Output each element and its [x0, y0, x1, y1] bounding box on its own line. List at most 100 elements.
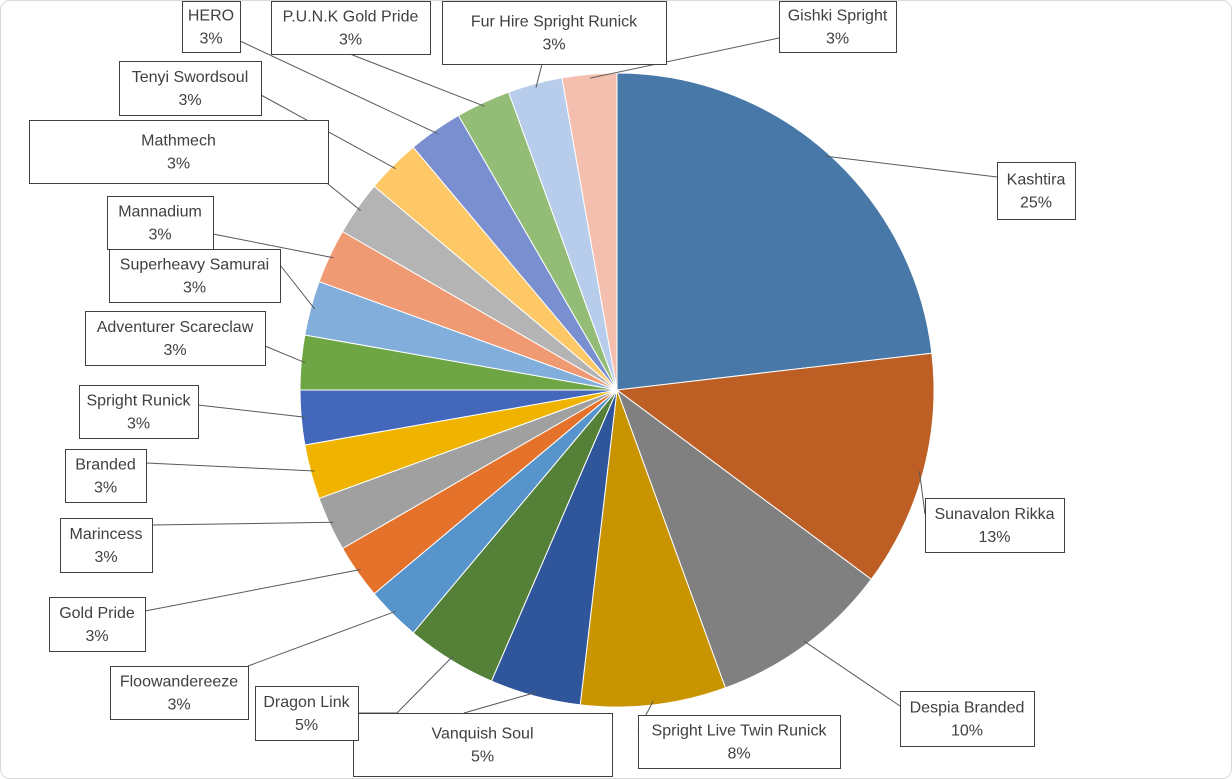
data-label-category: Spright Live Twin Runick	[652, 723, 828, 740]
data-label-percent: 3%	[542, 37, 565, 54]
leader-line-spright-runick	[197, 404, 306, 418]
data-label-category: Fur Hire Spright Runick	[471, 14, 638, 31]
data-label-percent: 3%	[826, 31, 849, 48]
data-label-superheavy-samurai: Superheavy Samurai 3%	[109, 249, 281, 303]
data-label-category: Vanquish Soul	[432, 726, 534, 743]
leader-line-mannadium	[212, 233, 334, 259]
pie-slice-despia-branded[interactable]	[615, 388, 872, 689]
data-label-percent: 3%	[148, 227, 171, 244]
data-label-kashtira: Kashtira 25%	[997, 162, 1076, 220]
data-label-vanquish-soul: Vanquish Soul 5%	[353, 713, 613, 777]
leader-line-vanquish-soul	[463, 691, 537, 714]
data-label-box	[925, 498, 1065, 553]
data-label-spright-live-twin-runick: Spright Live Twin Runick 8%	[638, 715, 841, 769]
data-label-percent: 10%	[951, 723, 983, 740]
pie-slice-kashtira[interactable]	[616, 72, 933, 391]
data-label-percent: 25%	[1020, 195, 1052, 212]
data-label-box	[997, 162, 1076, 220]
data-label-box	[109, 249, 281, 303]
data-label-box	[110, 666, 249, 720]
data-label-percent: 3%	[85, 628, 108, 645]
data-label-category: P.U.N.K Gold Pride	[283, 9, 419, 26]
data-label-box	[255, 686, 359, 741]
data-label-percent: 3%	[178, 92, 201, 109]
leader-line-branded	[145, 462, 315, 472]
data-label-category: Marincess	[70, 526, 143, 543]
pie-slice-gishki-spright[interactable]	[561, 72, 618, 391]
pie-slices	[299, 72, 935, 708]
data-label-category: Sunavalon Rikka	[934, 506, 1054, 523]
data-label-percent: 3%	[167, 156, 190, 173]
data-label-branded: Branded 3%	[65, 449, 147, 503]
data-label-percent: 3%	[94, 480, 117, 497]
data-label-box	[900, 691, 1035, 747]
data-label-mannadium: Mannadium 3%	[107, 196, 214, 250]
data-label-category: Tenyi Swordsoul	[132, 69, 249, 86]
pie-slice-spright-live-twin-runick[interactable]	[579, 389, 727, 708]
data-label-box	[60, 518, 153, 573]
data-label-floowandereeze: Floowandereeze 3%	[110, 666, 249, 720]
data-label-percent: 3%	[167, 697, 190, 714]
data-label-category: Gishki Spright	[788, 8, 888, 25]
data-label-category: Dragon Link	[263, 694, 350, 711]
data-label-mathmech: Mathmech 3%	[29, 120, 329, 184]
leader-lines	[144, 37, 998, 731]
leader-line-sunavalon-rikka	[918, 470, 926, 515]
data-label-category: Kashtira	[1007, 172, 1066, 189]
data-label-percent: 3%	[127, 416, 150, 433]
leader-line-dragon-link	[358, 656, 454, 714]
leader-line-superheavy-samurai	[279, 264, 316, 310]
data-label-box	[29, 120, 329, 184]
data-label-percent: 8%	[727, 746, 750, 763]
data-label-box	[49, 597, 146, 652]
data-label-category: Despia Branded	[910, 700, 1025, 717]
data-label-box	[182, 1, 241, 53]
data-label-percent: 3%	[199, 31, 222, 48]
data-label-hero: HERO 3%	[182, 1, 241, 53]
data-label-box	[119, 61, 262, 116]
data-label-marincess: Marincess 3%	[60, 518, 153, 573]
data-label-gishki-spright: Gishki Spright 3%	[779, 1, 897, 53]
leader-line-kashtira	[825, 155, 998, 178]
data-label-spright-runick: Spright Runick 3%	[79, 385, 199, 439]
pie-slice-sunavalon-rikka[interactable]	[615, 352, 935, 580]
data-label-category: Floowandereeze	[120, 674, 238, 691]
data-label-percent: 5%	[295, 717, 318, 734]
data-label-box	[779, 1, 897, 53]
leader-line-marincess	[151, 521, 334, 526]
leader-line-fur-hire-spright-runick	[535, 63, 543, 88]
data-label-percent: 3%	[163, 342, 186, 359]
leader-line-p-u-n-k-gold-pride	[349, 53, 485, 107]
data-label-box	[107, 196, 214, 250]
data-label-box	[353, 713, 613, 777]
data-label-box	[442, 1, 667, 65]
data-label-category: HERO	[188, 8, 234, 25]
data-label-category: Spright Runick	[86, 393, 191, 410]
data-label-box	[638, 715, 841, 769]
data-label-despia-branded: Despia Branded 10%	[900, 691, 1035, 747]
data-label-category: Mathmech	[141, 133, 216, 150]
data-label-percent: 5%	[471, 749, 494, 766]
leader-line-mathmech	[327, 157, 361, 211]
leader-line-gold-pride	[144, 569, 361, 612]
data-label-percent: 13%	[978, 529, 1010, 546]
data-label-percent: 3%	[183, 280, 206, 297]
data-label-dragon-link: Dragon Link 5%	[255, 686, 359, 741]
data-label-box	[79, 385, 199, 439]
data-label-category: Mannadium	[118, 204, 202, 221]
data-label-p-u-n-k-gold-pride: P.U.N.K Gold Pride 3%	[271, 1, 431, 55]
leader-line-gishki-spright	[589, 37, 780, 79]
data-label-box	[65, 449, 147, 503]
data-label-category: Superheavy Samurai	[120, 257, 269, 274]
data-label-gold-pride: Gold Pride 3%	[49, 597, 146, 652]
leader-line-adventurer-scareclaw	[264, 345, 306, 364]
data-label-category: Adventurer Scareclaw	[97, 319, 254, 336]
data-label-tenyi-swordsoul: Tenyi Swordsoul 3%	[119, 61, 262, 116]
leader-line-despia-branded	[803, 640, 901, 707]
data-label-percent: 3%	[94, 549, 117, 566]
data-label-fur-hire-spright-runick: Fur Hire Spright Runick 3%	[442, 1, 667, 65]
data-label-sunavalon-rikka: Sunavalon Rikka 13%	[925, 498, 1065, 553]
data-label-box	[271, 1, 431, 55]
